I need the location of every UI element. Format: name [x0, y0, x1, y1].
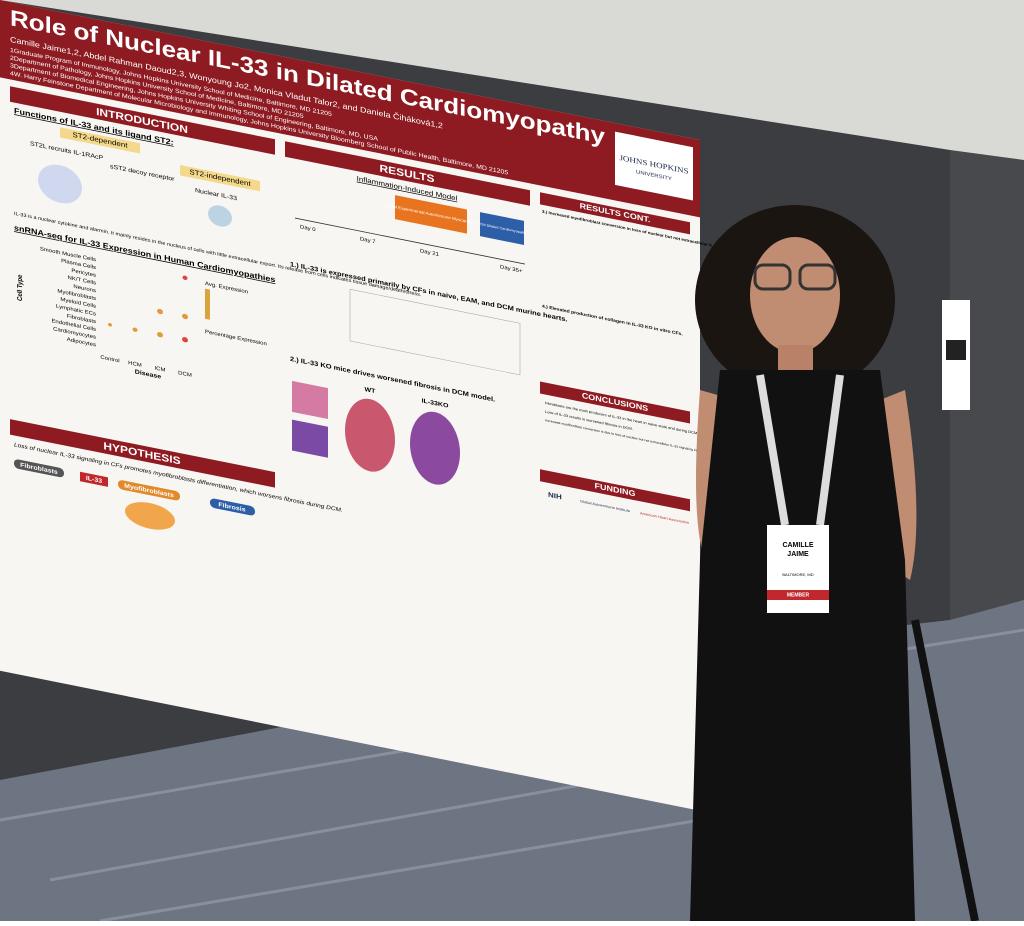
lanyard — [816, 374, 844, 526]
badge-name: CAMILLE — [782, 542, 813, 549]
section-header — [10, 86, 275, 155]
cell-type: NK/T Cells — [68, 275, 97, 286]
shape — [182, 313, 188, 320]
glasses — [798, 263, 837, 291]
badge-stripe — [767, 590, 829, 600]
pill — [210, 498, 255, 516]
dots — [108, 275, 188, 343]
timeline — [295, 217, 525, 265]
color-bar — [205, 288, 210, 320]
group: WT — [365, 386, 376, 395]
easel-leg — [911, 619, 979, 922]
disease: Control — [100, 355, 119, 364]
section-header — [10, 419, 275, 488]
cell-type: Fibroblasts — [67, 314, 96, 325]
disease-labels: Control HCM ICM DCM — [100, 355, 192, 379]
disease: DCM — [178, 370, 192, 378]
outfit — [690, 370, 915, 921]
cell-type: Pericytes — [71, 268, 96, 278]
badge-name: JAIME — [787, 551, 809, 558]
cell-icon — [38, 164, 82, 204]
badge-role: MEMBER — [787, 592, 810, 598]
pill — [80, 471, 108, 487]
axis-label: Disease — [135, 369, 162, 381]
title-banner — [0, 0, 700, 218]
heart-section — [410, 411, 460, 485]
disease: HCM — [128, 360, 142, 368]
myofibroblast-icon — [125, 502, 175, 530]
nucleus-icon — [208, 205, 232, 227]
pill — [118, 480, 180, 501]
day: Day 7 — [360, 237, 376, 246]
disease: ICM — [155, 366, 166, 374]
qr-code — [946, 340, 966, 360]
face — [750, 237, 840, 353]
shape — [182, 337, 188, 343]
section-header — [540, 469, 690, 512]
side-board — [950, 150, 1024, 620]
cell-type: Adipocytes — [67, 337, 96, 348]
cell-type: Neurons — [73, 284, 96, 294]
badge-city: BALTIMORE, MD — [782, 572, 813, 577]
shape — [157, 332, 163, 338]
histology — [292, 419, 328, 458]
day: Day 21 — [420, 249, 439, 258]
pill — [14, 459, 64, 478]
poster: Role of Nuclear IL-33 in Dilated Cardiom… — [0, 0, 763, 811]
logo-box — [615, 131, 693, 201]
shape — [132, 327, 138, 332]
day: Day 0 — [300, 225, 316, 234]
shape — [108, 322, 112, 327]
label: Fibrosis — [218, 502, 246, 514]
tag — [180, 165, 260, 192]
group: IL-33KO — [422, 398, 449, 410]
stage-box — [480, 212, 524, 245]
section-header — [285, 141, 530, 206]
glasses — [753, 263, 792, 291]
person: CAMILLE JAIME BALTIMORE, MD MEMBER — [690, 205, 917, 921]
day: Day 35+ — [500, 265, 523, 275]
lanyard — [756, 374, 789, 526]
tag — [60, 127, 140, 154]
section-header — [540, 381, 690, 424]
graphs — [349, 289, 521, 376]
shape — [182, 275, 188, 281]
label: IL-33 — [86, 475, 103, 485]
funder: NIH — [548, 490, 562, 501]
section-header — [540, 192, 690, 235]
heart-section — [345, 398, 395, 472]
shape — [99, 818, 701, 923]
histology — [292, 380, 328, 420]
axis-label: Cell Type — [17, 274, 24, 302]
stage-box — [395, 195, 467, 234]
shape — [157, 308, 163, 315]
